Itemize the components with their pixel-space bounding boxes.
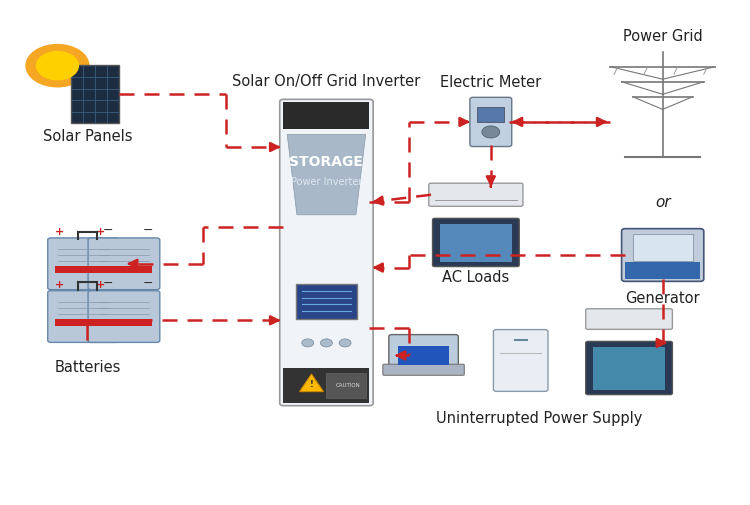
FancyBboxPatch shape: [95, 266, 152, 273]
FancyBboxPatch shape: [586, 341, 673, 394]
Text: CAUTION: CAUTION: [335, 383, 360, 388]
FancyBboxPatch shape: [296, 284, 357, 319]
FancyBboxPatch shape: [48, 291, 119, 342]
Circle shape: [302, 339, 313, 347]
Text: Uninterrupted Power Supply: Uninterrupted Power Supply: [436, 411, 643, 426]
FancyBboxPatch shape: [429, 183, 523, 207]
Polygon shape: [287, 134, 366, 215]
Circle shape: [482, 126, 500, 138]
Text: !: !: [310, 380, 314, 388]
FancyBboxPatch shape: [284, 368, 370, 403]
FancyBboxPatch shape: [382, 364, 464, 375]
FancyBboxPatch shape: [56, 319, 112, 326]
Text: Solar Panels: Solar Panels: [43, 129, 132, 144]
Text: Solar On/Off Grid Inverter: Solar On/Off Grid Inverter: [232, 74, 421, 89]
FancyBboxPatch shape: [477, 107, 504, 122]
FancyBboxPatch shape: [470, 97, 512, 146]
Text: Electric Meter: Electric Meter: [440, 75, 542, 90]
FancyBboxPatch shape: [280, 99, 374, 406]
Text: +: +: [55, 227, 64, 237]
Circle shape: [37, 52, 78, 80]
Text: or: or: [655, 195, 670, 210]
Text: Generator: Generator: [626, 291, 700, 307]
Text: −: −: [142, 224, 153, 237]
Text: Power Grid: Power Grid: [622, 29, 703, 44]
FancyBboxPatch shape: [622, 229, 704, 281]
Text: Power Inverter: Power Inverter: [291, 177, 362, 187]
FancyBboxPatch shape: [494, 330, 548, 391]
FancyBboxPatch shape: [626, 262, 700, 279]
FancyBboxPatch shape: [433, 218, 519, 267]
Text: −: −: [142, 277, 153, 290]
FancyBboxPatch shape: [88, 238, 160, 290]
Text: +: +: [95, 227, 105, 237]
Text: −: −: [102, 277, 112, 290]
FancyBboxPatch shape: [440, 224, 512, 262]
FancyBboxPatch shape: [48, 238, 119, 290]
FancyBboxPatch shape: [326, 373, 366, 398]
FancyBboxPatch shape: [95, 319, 152, 326]
FancyBboxPatch shape: [633, 234, 692, 261]
Text: AC Loads: AC Loads: [442, 270, 509, 285]
FancyBboxPatch shape: [388, 335, 458, 371]
FancyBboxPatch shape: [586, 309, 673, 329]
Text: −: −: [102, 224, 112, 237]
FancyBboxPatch shape: [398, 345, 449, 365]
Text: STORAGE: STORAGE: [290, 155, 363, 169]
FancyBboxPatch shape: [70, 66, 119, 123]
Circle shape: [320, 339, 332, 347]
Polygon shape: [299, 374, 323, 391]
FancyBboxPatch shape: [284, 102, 370, 129]
Circle shape: [26, 44, 88, 87]
Text: +: +: [95, 280, 105, 290]
FancyBboxPatch shape: [593, 347, 665, 389]
FancyBboxPatch shape: [56, 266, 112, 273]
FancyBboxPatch shape: [88, 291, 160, 342]
Circle shape: [339, 339, 351, 347]
Text: +: +: [55, 280, 64, 290]
Text: Batteries: Batteries: [54, 361, 121, 376]
